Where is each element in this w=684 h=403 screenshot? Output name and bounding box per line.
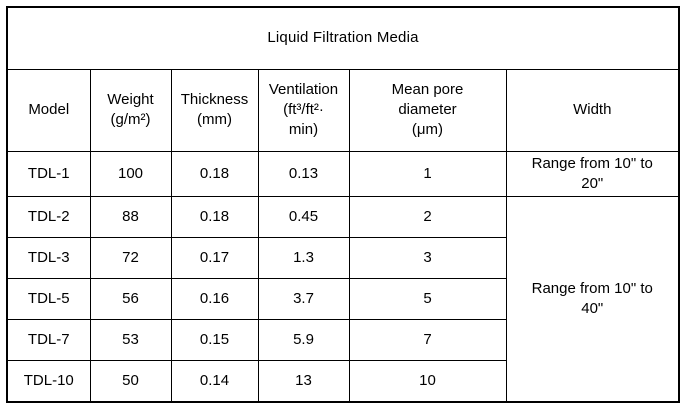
cell-weight: 56 [89, 278, 172, 320]
cell-weight: 88 [89, 196, 172, 238]
table-title: Liquid Filtration Media [6, 6, 680, 70]
table-row-tdl-3: TDL-3 72 0.17 1.3 3 [6, 237, 679, 279]
cell-ventilation: 5.9 [257, 319, 350, 361]
header-width: Width [505, 68, 680, 152]
table-row-tdl-10: TDL-10 50 0.14 13 10 [6, 360, 679, 402]
cell-model: TDL-1 [6, 150, 91, 197]
cell-ventilation: 13 [257, 360, 350, 402]
cell-thickness: 0.16 [170, 278, 259, 320]
table-row-tdl-7: TDL-7 53 0.15 5.9 7 [6, 319, 679, 361]
cell-ventilation: 3.7 [257, 278, 350, 320]
table-row-tdl-2: TDL-2 88 0.18 0.45 2 Range from 10" to 4… [6, 196, 680, 402]
cell-model: TDL-5 [6, 278, 91, 320]
liquid-filtration-media-table: Liquid Filtration Media Model Weight (g/… [6, 6, 680, 403]
header-weight: Weight (g/m²) [89, 68, 172, 152]
header-thickness: Thickness (mm) [170, 68, 259, 152]
header-model: Model [6, 68, 91, 152]
cell-model: TDL-3 [6, 237, 91, 279]
cell-thickness: 0.15 [170, 319, 259, 361]
cell-thickness: 0.17 [170, 237, 259, 279]
cell-width-range-10-40: Range from 10" to 40" [505, 196, 680, 402]
header-mean-pore-diameter: Mean pore diameter (μm) [348, 68, 507, 152]
cell-mean-pore-diameter: 1 [348, 150, 507, 197]
cell-ventilation: 0.13 [257, 150, 350, 197]
cell-weight: 53 [89, 319, 172, 361]
cell-weight: 50 [89, 360, 172, 402]
title-row: Liquid Filtration Media [6, 6, 680, 70]
cell-mean-pore-diameter: 2 [348, 196, 507, 238]
header-row: Model Weight (g/m²) Thickness (mm) Venti… [6, 68, 680, 152]
cell-thickness: 0.14 [170, 360, 259, 402]
cell-model: TDL-7 [6, 319, 91, 361]
cell-ventilation: 1.3 [257, 237, 350, 279]
cell-ventilation: 0.45 [257, 196, 350, 238]
cell-model: TDL-2 [6, 196, 91, 238]
cell-mean-pore-diameter: 5 [348, 278, 507, 320]
cell-weight: 100 [89, 150, 172, 197]
cell-mean-pore-diameter: 10 [348, 360, 507, 402]
table-row-tdl-1: TDL-1 100 0.18 0.13 1 Range from 10" to … [6, 150, 680, 197]
table-row-tdl-5: TDL-5 56 0.16 3.7 5 [6, 278, 679, 320]
cell-thickness: 0.18 [170, 196, 259, 238]
cell-mean-pore-diameter: 7 [348, 319, 507, 361]
header-ventilation: Ventilation (ft³/ft²· min) [257, 68, 350, 152]
cell-weight: 72 [89, 237, 172, 279]
cell-thickness: 0.18 [170, 150, 259, 197]
cell-mean-pore-diameter: 3 [348, 237, 507, 279]
cell-model: TDL-10 [6, 360, 91, 402]
cell-width-range-10-20: Range from 10" to 20" [505, 150, 680, 197]
